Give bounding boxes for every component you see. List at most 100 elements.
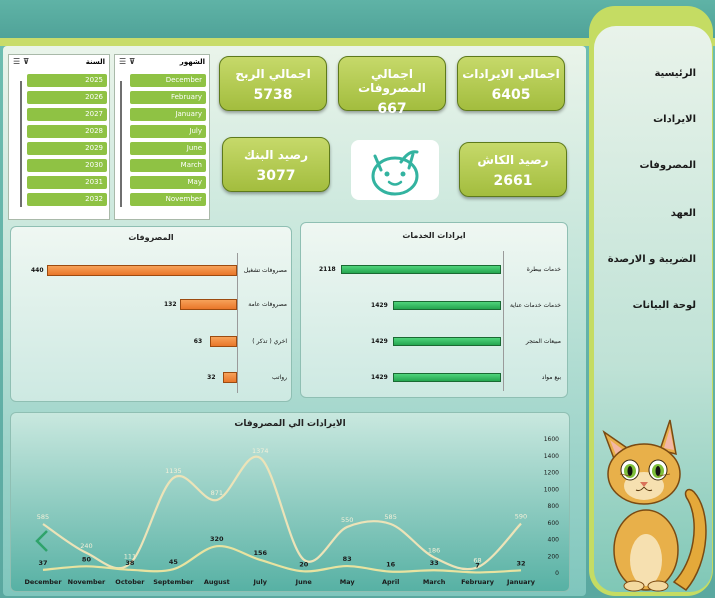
data-label: 156 (253, 549, 267, 557)
expense-bar-value: 63 (193, 338, 203, 345)
x-tick-label: December (24, 578, 62, 586)
x-tick-label: August (204, 578, 230, 586)
service-revenue-bar-value: 1429 (371, 338, 388, 345)
data-label: 80 (82, 555, 92, 563)
expense-category-label: رواتب (271, 374, 287, 381)
kpi-total-profit-label: اجمالي الربح (235, 67, 311, 81)
nav-item-expenses[interactable]: المصروفات (639, 160, 696, 171)
x-tick-label: September (153, 578, 194, 586)
kpi-total-profit-value: 5738 (253, 87, 293, 103)
year-slicer-scrollbar[interactable] (20, 81, 22, 207)
month-slicer: ⊽ ☰ الشهور December February January Jul… (114, 54, 210, 220)
expenses-chart-panel: المصروفات 440 مصروفات تشغيل 132 مصروفات عام… (10, 226, 292, 402)
year-slicer-item[interactable]: 2027 (27, 108, 107, 121)
service-category-label: خدمات خدمات عناية (509, 302, 561, 309)
data-label: 38 (125, 559, 135, 567)
month-slicer-item[interactable]: February (130, 91, 206, 104)
service-category-label: مبيعات المتجر (525, 338, 561, 345)
data-label: 45 (169, 558, 179, 566)
data-label: 20 (299, 560, 309, 568)
x-tick-label: March (423, 578, 446, 586)
nav-item-revenue[interactable]: الايرادات (653, 114, 696, 125)
kpi-cash-balance-value: 2661 (493, 173, 533, 189)
expense-bar (209, 336, 237, 347)
services-axis (503, 251, 504, 391)
x-tick-label: November (68, 578, 106, 586)
kpi-bank-balance: رصيد البنك 3077 (222, 137, 330, 192)
nav-item-data-panel[interactable]: لوحة البيانات (632, 300, 696, 311)
top-accent-strip (0, 38, 715, 46)
data-label: 1135 (165, 467, 182, 475)
filter-icon[interactable]: ⊽ ☰ (13, 57, 30, 66)
month-slicer-item[interactable]: May (130, 176, 206, 189)
kpi-total-revenue: اجمالي الايرادات 6405 (457, 56, 565, 111)
kpi-total-revenue-label: اجمالي الايرادات (462, 67, 560, 81)
data-label: 32 (516, 559, 525, 567)
service-revenue-bar-value: 2118 (319, 266, 336, 273)
year-slicer-item[interactable]: 2030 (27, 159, 107, 172)
service-revenue-bar-value: 1429 (371, 302, 388, 309)
month-slicer-item[interactable]: June (130, 142, 206, 155)
x-tick-label: May (340, 578, 356, 586)
data-label: 550 (341, 516, 353, 524)
data-label: 585 (37, 513, 49, 521)
month-slicer-header: ⊽ ☰ الشهور (115, 55, 209, 69)
expense-category-label: مصروفات تشغيل (243, 267, 287, 274)
data-label: 590 (515, 513, 527, 521)
y-tick-label: 200 (548, 553, 560, 560)
series-line (42, 545, 522, 574)
month-slicer-title: الشهور (179, 58, 205, 66)
year-slicer-item[interactable]: 2031 (27, 176, 107, 189)
year-slicer-item[interactable]: 2029 (27, 142, 107, 155)
x-tick-label: June (295, 578, 313, 586)
year-slicer-item[interactable]: 2028 (27, 125, 107, 138)
data-label: 871 (211, 489, 223, 497)
kpi-bank-balance-label: رصيد البنك (243, 148, 309, 162)
kpi-total-expenses-value: 667 (377, 101, 407, 117)
services-revenue-chart-panel: ايرادات الخدمات 2118 خدمات بيطرة 1429 خدمات… (300, 222, 568, 398)
x-tick-label: April (382, 578, 399, 586)
expense-bar-value: 132 (164, 301, 177, 308)
data-label: 111 (124, 553, 136, 561)
nav-item-home[interactable]: الرئيسية (654, 68, 696, 79)
year-slicer-item[interactable]: 2025 (27, 74, 107, 87)
data-label: 37 (38, 559, 47, 567)
service-revenue-bar (341, 265, 501, 274)
year-slicer: ⊽ ☰ السنة 2025 2026 2027 2028 2029 2030 … (8, 54, 110, 220)
y-tick-label: 1400 (544, 453, 559, 460)
data-label: 33 (430, 559, 439, 567)
nav-item-tax-balances[interactable]: الضريبة و الارصدة (607, 254, 696, 265)
expense-category-label: اخري ( تذكر ) (252, 338, 287, 345)
month-slicer-item[interactable]: March (130, 159, 206, 172)
kpi-bank-balance-value: 3077 (256, 168, 296, 184)
cat-face-icon (371, 150, 419, 196)
expense-bar (223, 372, 237, 383)
expense-bar (180, 299, 237, 310)
expenses-axis (237, 253, 238, 393)
month-slicer-item[interactable]: July (130, 125, 206, 138)
expenses-chart-title: المصروفات (128, 233, 174, 242)
series-line (42, 455, 522, 571)
expense-bar (47, 265, 237, 276)
month-slicer-scrollbar[interactable] (120, 81, 122, 207)
data-label: 16 (386, 561, 396, 569)
data-label: 585 (384, 513, 396, 521)
y-tick-label: 800 (548, 503, 560, 510)
revenue-vs-expenses-chart-panel: الايرادات الي المصروفات 0 200 400 600 800 100… (10, 412, 570, 592)
expense-category-label: مصروفات عامة (248, 301, 287, 308)
month-slicer-item[interactable]: November (130, 193, 206, 206)
y-tick-label: 1000 (544, 486, 559, 493)
service-category-label: خدمات بيطرة (526, 266, 561, 273)
revenue-vs-expenses-chart-title: الايرادات الي المصروفات (234, 419, 346, 429)
year-slicer-item[interactable]: 2032 (27, 193, 107, 206)
service-revenue-bar (393, 301, 501, 310)
data-label: 320 (210, 535, 224, 543)
month-slicer-item[interactable]: December (130, 74, 206, 87)
x-tick-label: July (253, 578, 268, 586)
month-slicer-item[interactable]: January (130, 108, 206, 121)
y-tick-label: 400 (548, 537, 560, 544)
nav-item-custody[interactable]: العهد (670, 208, 696, 219)
y-tick-label: 0 (555, 570, 559, 577)
year-slicer-item[interactable]: 2026 (27, 91, 107, 104)
filter-icon[interactable]: ⊽ ☰ (119, 57, 136, 66)
